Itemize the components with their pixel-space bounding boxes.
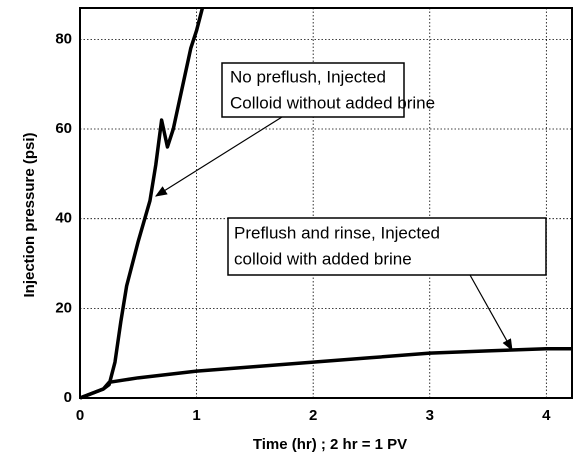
x-tick-label: 3 <box>426 407 434 424</box>
data-line <box>79 7 205 400</box>
annotation-text: Preflush and rinse, Injected <box>234 223 440 242</box>
annotation-text: colloid with added brine <box>234 249 412 268</box>
annotation-arrow <box>469 274 513 352</box>
annotation-box <box>227 217 547 276</box>
x-axis-label: Time (hr) ; 2 hr = 1 PV <box>253 436 407 453</box>
y-tick-label: 40 <box>55 210 72 227</box>
x-tick-label: 4 <box>542 407 551 424</box>
annotation-box <box>221 62 405 118</box>
annotation-text: Colloid without added brine <box>230 93 435 112</box>
annotation-text: No preflush, Injected <box>230 67 386 86</box>
x-tick-label: 1 <box>192 407 200 424</box>
annotation-arrow <box>154 116 283 197</box>
y-tick-label: 80 <box>55 30 72 47</box>
x-tick-label: 2 <box>309 407 317 424</box>
y-tick-label: 60 <box>55 120 72 137</box>
y-tick-label: 0 <box>64 389 72 406</box>
y-axis-label: Injection pressure (psi) <box>21 132 38 297</box>
plot-frame <box>79 7 573 399</box>
x-tick-label: 0 <box>76 407 84 424</box>
data-line <box>79 346 572 400</box>
y-tick-label: 20 <box>55 299 72 316</box>
